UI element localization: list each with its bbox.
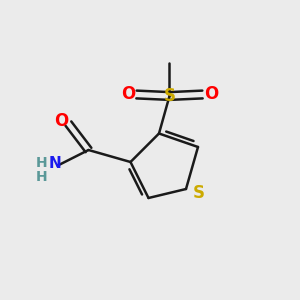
Text: N: N [48, 156, 61, 171]
Text: O: O [121, 85, 135, 103]
Text: S: S [193, 184, 205, 202]
Text: S: S [164, 87, 175, 105]
Text: O: O [54, 112, 68, 130]
Text: O: O [204, 85, 218, 103]
Text: H: H [35, 170, 47, 184]
Text: H: H [35, 156, 47, 170]
